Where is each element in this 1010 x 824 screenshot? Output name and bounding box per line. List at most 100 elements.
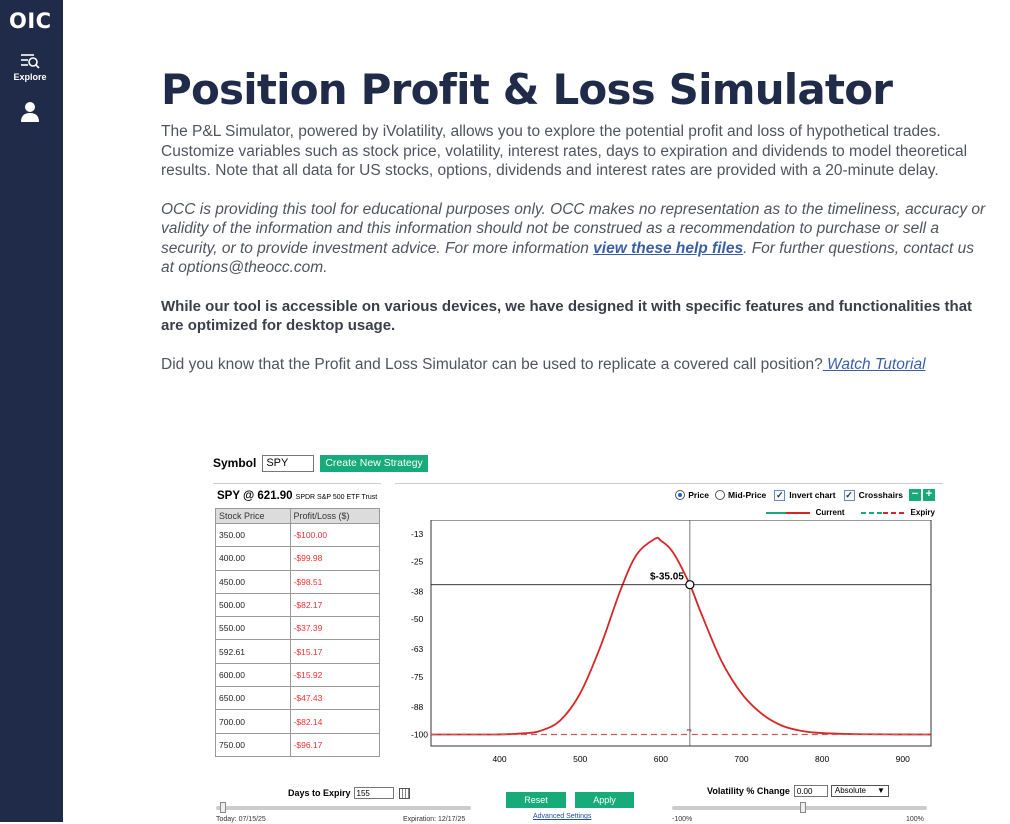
oic-logo[interactable]: OIC [9,9,52,33]
zoom-in-button[interactable]: + [923,489,935,501]
vol-label: Volatility % Change [707,786,790,796]
x-tick-label: 500 [573,754,587,764]
price-cell: 600.00 [215,662,291,688]
quote-line: SPY @ 621.90 SPDR S&P 500 ETF Trust [217,490,381,502]
price-cell: 650.00 [215,686,291,711]
zoom-out-button[interactable]: − [909,489,921,501]
table-row: 600.00 -$15.92 [215,662,381,688]
table-row: 400.00 -$99.98 [215,546,381,571]
expiry-series-line [431,729,931,736]
main-content: Position Profit & Loss Simulator The P&L… [161,64,991,393]
y-tick-label: -25 [411,557,424,567]
apply-button[interactable]: Apply [575,792,634,808]
explore-label: Explore [13,72,47,82]
vol-min-label: -100% [672,816,693,823]
x-tick-label: 800 [815,754,829,764]
explore-nav[interactable]: Explore [0,52,60,82]
price-cell: 550.00 [215,616,291,641]
chart-controls: Price Mid-Price ✓ Invert chart ✓ Crosshair… [669,489,935,501]
x-tick-label: 400 [492,754,506,764]
price-radio-label: Price [688,490,710,500]
chevron-down-icon: ▼ [876,786,885,795]
pl-table: Stock Price Profit/Loss ($) 350.00 -$100.… [215,508,381,757]
price-cell: 700.00 [215,709,291,734]
price-cell: 400.00 [215,546,291,571]
x-tick-label: 600 [654,754,668,764]
legend-current-label: Current [815,508,845,517]
help-files-link[interactable]: view these help files [593,239,744,257]
mid-price-radio[interactable] [715,490,726,500]
dte-input[interactable] [353,787,394,799]
create-strategy-button[interactable]: Create New Strategy [320,454,428,472]
intro-paragraph: The P&L Simulator, powered by iVolatilit… [161,123,968,179]
dte-slider-thumb[interactable] [220,802,226,813]
advanced-settings-link[interactable]: Advanced Settings [533,813,592,820]
vol-input[interactable] [793,785,828,797]
vol-slider-thumb[interactable] [800,802,806,813]
col-stock-price: Stock Price [215,508,291,524]
pl-cell: -$82.14 [289,709,381,734]
y-tick-label: -88 [411,702,424,712]
pl-cell: -$47.43 [289,686,381,711]
quote-symbol: SPY @ 621.90 [217,490,293,502]
page-title: Position Profit & Loss Simulator [161,65,893,114]
pl-cell: -$37.39 [289,616,381,641]
disclaimer-contact: . For further questions, contact us at o… [161,239,974,277]
expiration-label: Expiration: 12/17/25 [403,816,466,823]
mid-price-radio-label: Mid-Price [728,490,767,500]
y-tick-label: -63 [411,644,424,654]
vol-mode-select[interactable]: Absolute ▼ [830,785,889,797]
explore-search-icon [21,54,40,69]
price-cell: 350.00 [215,522,291,548]
bottom-controls: Days to Expiry Today: 07/15/25 Expiratio… [213,784,943,824]
table-row: 450.00 -$98.51 [215,569,381,594]
vol-mode-value: Absolute [834,786,866,795]
chart-panel: Price Mid-Price ✓ Invert chart ✓ Crosshair… [395,483,943,783]
legend-expiry-label: Expiry [910,508,935,517]
tutorial-paragraph: Did you know that the Profit and Loss Si… [161,355,991,375]
invert-chart-label: Invert chart [789,490,836,500]
table-row: 592.61 -$15.17 [215,639,381,664]
vol-max-label: 100% [906,816,924,823]
pl-cell: -$99.98 [289,546,381,571]
pl-chart[interactable]: -13 -25 -38 -50 -63 -75 -88 -100 400 500 600 700 800… [395,520,943,784]
price-cell: 592.61 [215,639,291,664]
pl-cell: -$100.00 [289,522,381,548]
pl-cell: -$82.17 [289,592,381,618]
legend-expiry-swatch-b [882,511,905,514]
dte-slider[interactable] [216,802,471,813]
watch-tutorial-link[interactable]: Watch Tutorial [822,355,926,373]
dte-label: Days to Expiry [288,788,351,798]
vol-slider[interactable] [672,802,927,813]
legend-expiry-swatch-a [860,511,883,514]
chart-legend: Current Expiry [750,508,935,517]
plot-frame [430,520,932,747]
crosshairs-label: Crosshairs [858,490,903,500]
table-row: 700.00 -$82.14 [215,709,381,734]
sidebar: OIC Explore [0,0,63,822]
pl-cell: -$96.17 [289,732,381,757]
invert-chart-checkbox[interactable]: ✓ [774,489,786,501]
disclaimer-text: OCC is providing this tool for education… [161,200,986,257]
y-tick-label: -13 [411,529,424,539]
x-tick-label: 700 [734,754,748,764]
table-row: 650.00 -$47.43 [215,686,381,711]
symbol-input[interactable] [262,454,315,472]
price-cell: 450.00 [215,569,291,594]
table-row: 750.00 -$96.17 [215,732,381,757]
calendar-icon[interactable] [398,787,410,799]
y-tick-label: -50 [411,614,424,624]
user-icon[interactable] [20,101,40,128]
crosshair-point [685,580,695,590]
crosshairs-checkbox[interactable]: ✓ [843,489,855,501]
price-radio[interactable] [675,490,686,500]
table-row: 550.00 -$37.39 [215,616,381,641]
pl-cell: -$15.17 [289,639,381,664]
pl-cell: -$15.92 [289,662,381,688]
x-tick-label: 900 [896,754,910,764]
reset-button[interactable]: Reset [506,792,566,808]
days-to-expiry: Days to Expiry [288,787,410,799]
quote-name: SPDR S&P 500 ETF Trust [295,494,378,501]
legend-current-swatch [765,511,810,514]
table-row: 350.00 -$100.00 [215,522,381,548]
